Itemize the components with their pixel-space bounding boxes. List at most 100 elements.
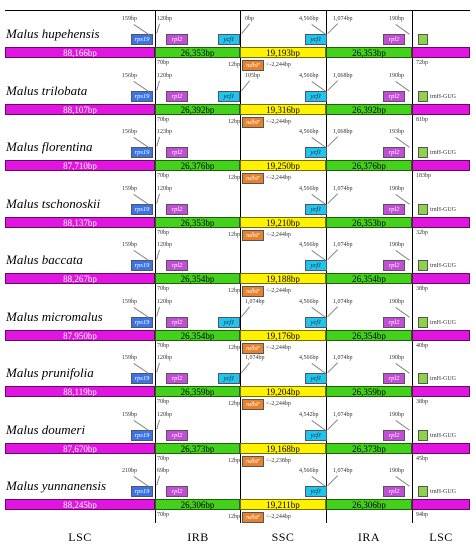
- region-label-ira-3: IRA: [357, 530, 381, 544]
- region-label-lsc-0: LSC: [68, 530, 92, 544]
- species-5-arrow-ycf1-ira: [327, 305, 338, 317]
- species-1-segment-lsc-left: 88,107bp: [5, 103, 155, 115]
- species-0-gene-ycf1-right: ycf1: [305, 34, 327, 45]
- species-4-label-rpl2-right: 190bp: [389, 242, 404, 248]
- species-7-gene-ndhf: ndhF: [242, 455, 264, 467]
- species-6-gene-ycf1-left: ycf1: [218, 373, 240, 384]
- species-4-gene-ndhf: ndhF: [242, 286, 264, 297]
- species-6-arrow-rpl2-left: [156, 362, 160, 373]
- species-4-label-trnh: 38bp: [416, 286, 428, 292]
- species-6-label-ndhf-gap: 12bp: [228, 401, 240, 407]
- species-7-segment-lsc-left: 87,670bp: [5, 442, 155, 454]
- species-1-label-ycf1-left: 105bp: [245, 72, 260, 79]
- species-2-label-ndhf: <-2,244bp: [266, 175, 291, 181]
- species-6-label-rps19: 159bp: [122, 355, 137, 361]
- species-6-gene-ycf1-right: ycf1: [305, 373, 327, 384]
- species-4-segment-ira: 26,354bp: [326, 273, 412, 284]
- species-2-gene-rpl2-right: rpl2: [383, 147, 405, 158]
- species-2-segment-ssc: 19,250bp: [240, 160, 326, 171]
- species-3-label-rpl2-left: 120bp: [157, 185, 172, 192]
- species-8-segment-ssc: 19,211bp: [240, 499, 326, 510]
- species-8-gene-trnh-label: trnH-GUG: [430, 489, 456, 495]
- species-5-gene-ycf1-right: ycf1: [305, 316, 327, 328]
- species-5-segment-irb: 26,354bp: [155, 329, 240, 341]
- species-2-arrow-rpl2-left: [156, 136, 160, 147]
- species-1-name: Malus trilobata: [6, 82, 88, 98]
- species-8-gene-ndhf: ndhF: [242, 512, 264, 523]
- species-4-gene-rps19: rps19: [131, 260, 153, 271]
- species-8-segment-lsc-right: [412, 499, 470, 510]
- species-8-arrow-rpl2-left: [156, 475, 160, 486]
- species-0-gene-rpl2-right: rpl2: [383, 34, 405, 45]
- species-0-label-rpl2-left: 120bp: [157, 16, 172, 22]
- species-6-gene-ndhf: ndhF: [242, 399, 264, 410]
- species-2-gene-ndhf: ndhF: [242, 173, 264, 184]
- species-4-label-irb: 70bp: [157, 286, 169, 292]
- species-0-label-rpl2-right: 190bp: [389, 16, 404, 22]
- species-6-gene-trnh-label: trnH-GUG: [430, 376, 456, 382]
- species-1-label-ycf1-right: 4,566bp: [299, 72, 319, 79]
- species-3-segment-ssc: 19,210bp: [240, 216, 326, 228]
- species-7-gene-rps19: rps19: [131, 429, 153, 441]
- species-1-segment-ira: 26,392bp: [326, 103, 412, 115]
- species-0-segment-ssc: 19,193bp: [240, 47, 326, 58]
- species-3-gene-rps19: rps19: [131, 203, 153, 215]
- species-5-gene-ndhf: ndhF: [242, 342, 264, 354]
- species-5-label-trnh: 40bp: [416, 342, 428, 349]
- species-5-gene-rpl2-right: rpl2: [383, 316, 405, 328]
- species-1-gene-trnh: [418, 90, 428, 102]
- species-1-gene-rps19: rps19: [131, 90, 153, 102]
- species-6-label-trnh: 38bp: [416, 399, 428, 405]
- species-0-label-rps19: 159bp: [122, 16, 137, 22]
- species-3-gene-rpl2-left: rpl2: [166, 203, 188, 215]
- species-4-gene-rpl2-left: rpl2: [166, 260, 188, 271]
- species-0-label-ycf1-left: 0bp: [245, 16, 254, 22]
- species-3-gene-trnh-label: trnH-GUG: [430, 206, 456, 213]
- species-7-gene-ycf1-right: ycf1: [305, 429, 327, 441]
- species-1-segment-irb: 26,392bp: [155, 103, 240, 115]
- species-7-label-rps19: 159bp: [122, 411, 137, 418]
- species-2-label-rpl2-left: 123bp: [157, 129, 172, 135]
- species-6-segment-irb: 26,359bp: [155, 386, 240, 397]
- species-5-label-rpl2-left: 120bp: [157, 298, 172, 305]
- species-8-gene-rps19: rps19: [131, 486, 153, 497]
- species-8-label-rps19: 210bp: [122, 468, 137, 474]
- species-3-arrow-ycf1-ira: [327, 192, 338, 204]
- species-1-label-rpl2-right: 190bp: [389, 72, 404, 79]
- species-4-label-rpl2-left: 120bp: [157, 242, 172, 248]
- species-2-label-rpl2-right: 193bp: [389, 129, 404, 135]
- species-4-gene-ycf1-right: ycf1: [305, 260, 327, 271]
- species-5-name: Malus micromalus: [6, 308, 103, 324]
- species-8-gene-rpl2-right: rpl2: [383, 486, 405, 497]
- species-1-gene-trnh-label: trnH-GUG: [430, 93, 456, 100]
- species-6-segment-ira: 26,359bp: [326, 386, 412, 397]
- species-7-label-rpl2-right: 190bp: [389, 411, 404, 418]
- species-2-segment-ira: 26,376bp: [326, 160, 412, 171]
- species-7-label-irb: 70bp: [157, 455, 169, 462]
- species-5-gene-ycf1-left: ycf1: [218, 316, 240, 328]
- species-2-arrow-ycf1-ira: [327, 136, 338, 147]
- species-2-gene-rps19: rps19: [131, 147, 153, 158]
- species-3-segment-ira: 26,353bp: [326, 216, 412, 228]
- species-4-name: Malus baccata: [6, 252, 83, 267]
- species-6-label-rpl2-left: 120bp: [157, 355, 172, 361]
- frame-top: [5, 10, 470, 11]
- species-0-segment-irb: 26,353bp: [155, 47, 240, 58]
- species-4-label-ndhf-gap: 12bp: [228, 288, 240, 294]
- species-4-label-ycf1-ira: 1,074bp: [333, 242, 353, 248]
- species-3-gene-rpl2-right: rpl2: [383, 203, 405, 215]
- species-8-gene-rpl2-left: rpl2: [166, 486, 188, 497]
- species-2-label-ycf1-right: 4,566bp: [299, 129, 319, 135]
- species-1-arrow-ycf1-ira: [327, 79, 338, 91]
- species-5-segment-lsc-left: 87,950bp: [5, 329, 155, 341]
- species-0-gene-ndhf: ndhF: [242, 60, 264, 71]
- species-4-arrow-ycf1-ira: [327, 249, 338, 260]
- species-0-label-ycf1-right: 4,566bp: [299, 16, 319, 22]
- species-8-label-irb: 70bp: [157, 512, 169, 518]
- boundary-line: [155, 10, 156, 523]
- species-7-segment-lsc-right: [412, 442, 470, 454]
- species-0-segment-ira: 26,353bp: [326, 47, 412, 58]
- species-8-label-ycf1-right: 4,566bp: [299, 468, 319, 474]
- species-8-label-ycf1-ira: 1,074bp: [333, 468, 353, 474]
- species-2-label-trnh: 183bp: [416, 173, 431, 179]
